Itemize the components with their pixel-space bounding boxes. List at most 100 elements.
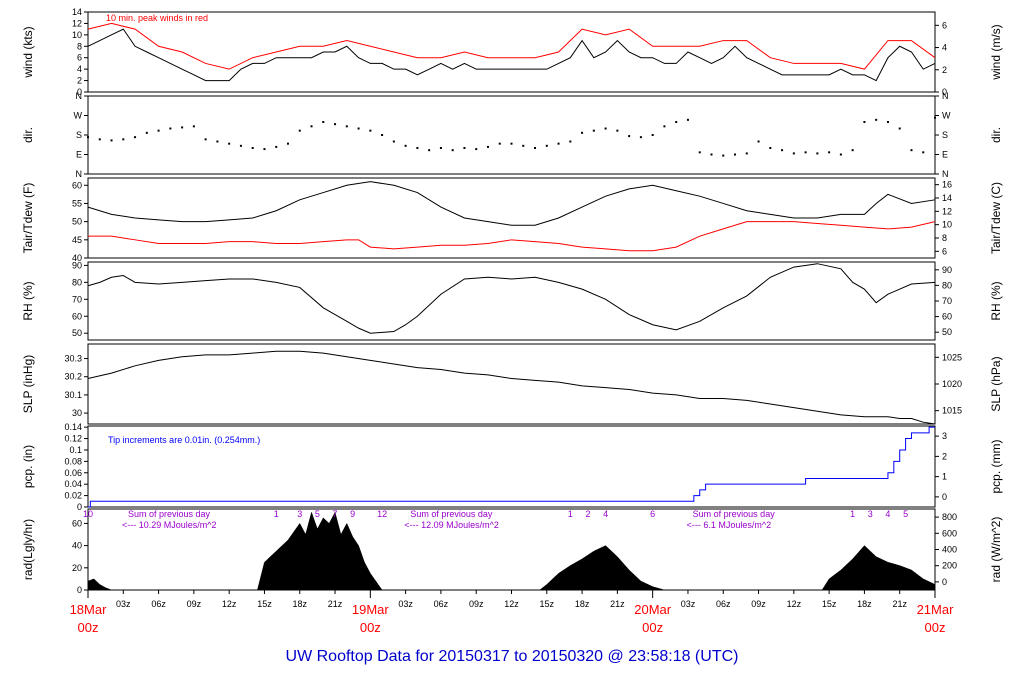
series-line-1 xyxy=(87,350,936,425)
data-point xyxy=(381,134,384,136)
hour-mark: 4 xyxy=(885,509,890,519)
y2-tick-label: 16 xyxy=(942,180,952,190)
y-tick-label: 14 xyxy=(72,7,82,17)
x-tick-label: 06z xyxy=(434,599,449,609)
y2-tick-label: 0 xyxy=(942,87,947,97)
y2-tick-label: 2 xyxy=(942,65,947,75)
day-sum-title: Sum of previous day xyxy=(128,509,211,519)
y-tick-label: 4 xyxy=(77,64,82,74)
data-point xyxy=(804,151,807,154)
data-point xyxy=(769,147,772,149)
data-point xyxy=(357,127,360,130)
y2-tick-label: 4 xyxy=(942,43,947,53)
day-sum-value: <--- 6.1 MJoules/m^2 xyxy=(687,520,772,530)
data-point xyxy=(486,145,489,148)
y2-tick-label: 10 xyxy=(942,220,952,230)
data-point xyxy=(839,153,842,156)
panel-annotation: Tip increments are 0.01in. (0.254mm.) xyxy=(108,435,260,445)
day-sum-value: <--- 12.09 MJoules/m^2 xyxy=(404,520,499,530)
data-point xyxy=(569,140,572,143)
data-point xyxy=(428,149,431,152)
y-tick-label: 0.08 xyxy=(64,456,82,466)
hour-mark: 3 xyxy=(868,509,873,519)
y2-tick-label: 400 xyxy=(942,545,957,555)
y-tick-label: 20 xyxy=(72,563,82,573)
data-point xyxy=(910,149,913,152)
panel-annotation: 10 min. peak winds in red xyxy=(106,13,208,23)
y2-tick-label: 6 xyxy=(942,246,947,256)
data-point xyxy=(628,135,631,138)
y-tick-label: 0.14 xyxy=(64,422,82,432)
day-hour-label: 00z xyxy=(642,620,663,635)
panel-rh: 50 60 70 80 90 50 60 70 80 90 RH (%) RH (%) xyxy=(21,260,1003,341)
data-point xyxy=(192,125,195,128)
y2-tick-label: 14 xyxy=(942,193,952,203)
y-tick-label: 70 xyxy=(72,294,82,304)
y-tick-label: E xyxy=(76,150,82,160)
x-tick-label: 15z xyxy=(257,599,272,609)
hour-mark: 6 xyxy=(650,509,655,519)
y2-tick-label: 60 xyxy=(942,312,952,322)
radiation-area xyxy=(87,511,936,591)
y2-tick-label: S xyxy=(942,130,948,140)
series-line-2 xyxy=(87,22,936,70)
day-sum-title: Sum of previous day xyxy=(693,509,776,519)
y-axis-title: pcp. (in) xyxy=(21,445,35,488)
panel-slp: 30 30.1 30.2 30.3 1015 1020 1025 SLP (inHg) SLP … xyxy=(21,343,1003,425)
data-point xyxy=(145,131,148,134)
y2-axis-title: Tair/Tdew (C) xyxy=(989,182,1003,254)
day-hour-label: 00z xyxy=(78,620,99,635)
y-tick-label: 8 xyxy=(77,41,82,51)
y2-tick-label: 0 xyxy=(942,577,947,587)
hour-mark: 3 xyxy=(297,509,302,519)
data-point xyxy=(581,131,584,134)
panel-frame xyxy=(87,425,936,508)
y-axis-title: RH (%) xyxy=(21,281,35,320)
y2-tick-label: 8 xyxy=(942,233,947,243)
series-line-2 xyxy=(88,221,936,252)
data-point xyxy=(722,154,725,157)
data-point xyxy=(875,118,878,121)
y-tick-label: 30.3 xyxy=(64,354,82,364)
data-point xyxy=(675,121,678,123)
y2-tick-label: 1025 xyxy=(942,352,962,362)
data-point xyxy=(298,129,301,132)
y2-tick-label: 800 xyxy=(942,512,957,522)
data-point xyxy=(216,140,219,143)
data-point xyxy=(498,142,501,145)
data-point xyxy=(345,125,348,128)
hour-mark: 1 xyxy=(850,509,855,519)
y-tick-label: 30.1 xyxy=(64,390,82,400)
y-tick-label: 40 xyxy=(72,253,82,263)
y-tick-label: 60 xyxy=(72,311,82,321)
data-point xyxy=(781,149,784,152)
y-tick-label: 2 xyxy=(77,76,82,86)
y-tick-label: 50 xyxy=(72,217,82,227)
hour-mark: 2 xyxy=(585,509,590,519)
y-tick-label: 0.12 xyxy=(64,434,82,444)
y2-tick-label: 0 xyxy=(942,492,947,502)
y2-tick-label: 50 xyxy=(942,327,952,337)
y2-axis-title: RH (%) xyxy=(989,281,1003,320)
y-tick-label: 10 xyxy=(72,30,82,40)
y-tick-label: 90 xyxy=(72,260,82,270)
y2-tick-label: 1 xyxy=(942,472,947,482)
y2-tick-label: E xyxy=(942,150,948,160)
page-title: UW Rooftop Data for 20150317 to 20150320… xyxy=(285,648,739,665)
y-axis-title: wind (kts) xyxy=(21,26,35,78)
data-point xyxy=(204,138,207,141)
data-point xyxy=(698,151,701,154)
data-point xyxy=(228,142,231,145)
x-tick-label: 06z xyxy=(151,599,166,609)
y-tick-label: 0.1 xyxy=(69,445,82,455)
data-point xyxy=(239,144,242,147)
y2-tick-label: 600 xyxy=(942,528,957,538)
y2-tick-label: W xyxy=(942,111,951,121)
y-axis-title: rad(Lgly/hr) xyxy=(21,519,35,580)
data-point xyxy=(934,116,936,119)
y-tick-label: 0.04 xyxy=(64,479,82,489)
y-tick-label: 55 xyxy=(72,198,82,208)
y2-tick-label: 1020 xyxy=(942,379,962,389)
